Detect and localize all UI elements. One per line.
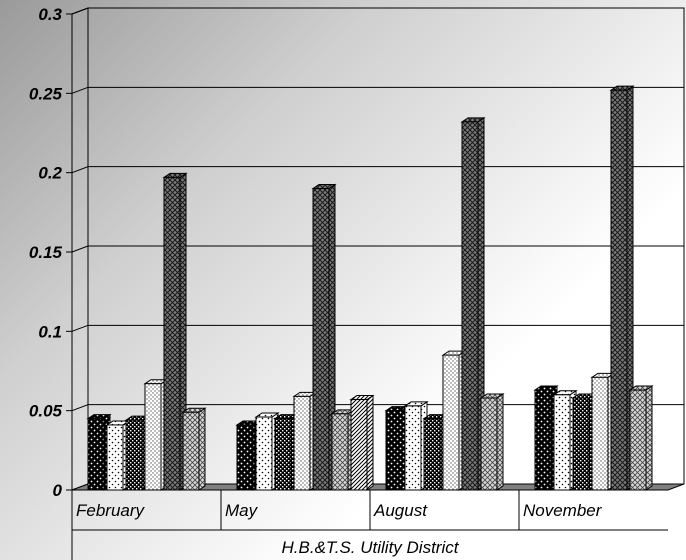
- bar-front: [385, 410, 403, 491]
- bar-front: [461, 121, 479, 491]
- x-tick-label: August: [373, 501, 428, 520]
- bar-front: [534, 389, 552, 491]
- bar-front: [423, 418, 441, 491]
- bars: [86, 85, 654, 491]
- bar: [349, 394, 375, 491]
- bar-front: [106, 424, 124, 491]
- bar-front: [144, 383, 162, 491]
- bar-side: [198, 407, 206, 491]
- y-tick-label: 0.3: [38, 5, 62, 24]
- bar-front: [312, 188, 330, 491]
- bar-front: [610, 89, 628, 491]
- bar-front: [163, 176, 181, 491]
- bar-front: [629, 389, 647, 491]
- bar-front: [553, 394, 571, 491]
- x-tick-label: May: [225, 501, 259, 520]
- bar-front: [125, 419, 143, 491]
- x-tick-label: November: [523, 501, 603, 520]
- bar: [479, 393, 505, 491]
- bar-front: [404, 405, 422, 491]
- axes: [66, 13, 668, 560]
- x-axis-title: H.B.&T.S. Utility District: [282, 538, 460, 557]
- bar-side: [366, 394, 374, 491]
- y-tick-label: 0: [53, 481, 63, 500]
- bar-front: [442, 354, 460, 491]
- y-tick-label: 0.15: [29, 243, 63, 262]
- y-tick-labels: 0 0.05 0.1 0.15 0.2 0.25 0.3: [29, 5, 63, 500]
- gridline: [71, 86, 684, 94]
- y-tick-label: 0.25: [29, 84, 63, 103]
- bar-front: [331, 413, 349, 491]
- x-tick-label: February: [76, 501, 146, 520]
- x-tick-labels: February May August November: [76, 501, 603, 520]
- y-tick-label: 0.2: [38, 164, 62, 183]
- bar-front: [255, 416, 273, 491]
- y-tick-label: 0.1: [38, 322, 62, 341]
- gridline: [71, 324, 684, 332]
- bar: [181, 407, 207, 491]
- bar-front: [274, 418, 292, 491]
- bar-front: [236, 424, 254, 491]
- bar-front: [350, 399, 368, 491]
- bar-front: [572, 397, 590, 491]
- bar-front: [293, 395, 311, 491]
- bar: [628, 385, 654, 491]
- bar-side: [496, 393, 504, 491]
- gridline: [71, 166, 684, 174]
- bar-front: [480, 397, 498, 491]
- y-tick-label: 0.05: [29, 402, 63, 421]
- bar-front: [87, 418, 105, 491]
- bar: [105, 420, 131, 491]
- gridline: [71, 245, 684, 253]
- bar-side: [645, 385, 653, 491]
- gridline: [71, 7, 684, 15]
- bar-front: [591, 376, 609, 491]
- bar-front: [182, 411, 200, 491]
